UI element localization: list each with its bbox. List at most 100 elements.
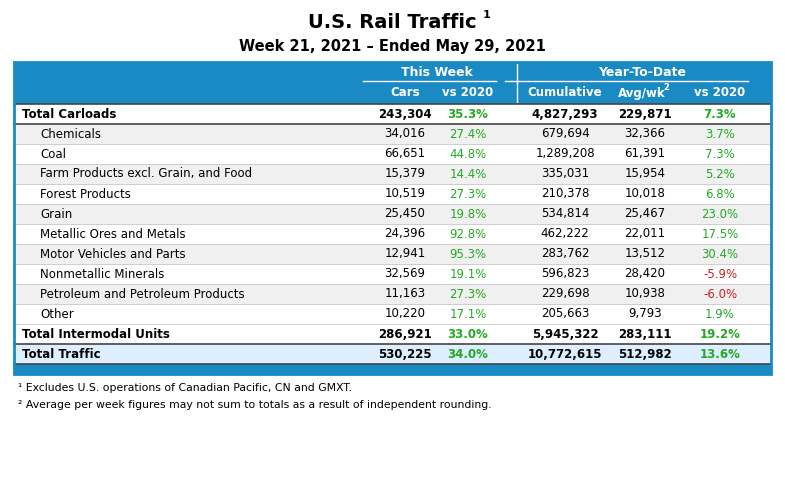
Text: 530,225: 530,225 [378,348,432,361]
Text: 679,694: 679,694 [541,127,590,140]
Text: 462,222: 462,222 [541,227,590,241]
Bar [14,304,771,324]
Bar [14,124,771,144]
Text: 27.3%: 27.3% [449,287,487,301]
Text: 22,011: 22,011 [624,227,666,241]
Bar [14,62,771,374]
Text: 66,651: 66,651 [385,148,425,161]
Text: 32,569: 32,569 [385,268,425,281]
Text: 27.3%: 27.3% [449,187,487,200]
Text: 34.0%: 34.0% [447,348,488,361]
Text: Nonmetallic Minerals: Nonmetallic Minerals [40,268,164,281]
Text: 14.4%: 14.4% [449,167,487,181]
Text: -6.0%: -6.0% [703,287,737,301]
Bar [14,364,771,374]
Text: 4,827,293: 4,827,293 [531,107,598,121]
Text: 229,871: 229,871 [619,107,672,121]
Text: 34,016: 34,016 [385,127,425,140]
Text: Farm Products excl. Grain, and Food: Farm Products excl. Grain, and Food [40,167,252,181]
Text: 210,378: 210,378 [541,187,590,200]
Text: This Week: This Week [400,65,473,78]
Bar [14,244,771,264]
Text: ¹ Excludes U.S. operations of Canadian Pacific, CN and GMXT.: ¹ Excludes U.S. operations of Canadian P… [18,383,352,393]
Text: 10,938: 10,938 [625,287,666,301]
Text: Avg/wk: Avg/wk [619,87,666,100]
Text: 19.8%: 19.8% [449,208,487,221]
Text: 335,031: 335,031 [541,167,589,181]
Text: 12,941: 12,941 [385,247,425,260]
Text: 25,450: 25,450 [385,208,425,221]
Text: Total Traffic: Total Traffic [22,348,100,361]
Text: 534,814: 534,814 [541,208,590,221]
Text: Year-To-Date: Year-To-Date [598,65,687,78]
Text: 596,823: 596,823 [541,268,590,281]
Bar [14,204,771,224]
Text: 13.6%: 13.6% [699,348,740,361]
Text: 28,420: 28,420 [625,268,666,281]
Text: Total Carloads: Total Carloads [22,107,116,121]
Text: 243,304: 243,304 [378,107,432,121]
Text: 10,018: 10,018 [625,187,666,200]
Bar [14,164,771,184]
Text: vs 2020: vs 2020 [443,87,494,100]
Text: 1: 1 [483,10,491,20]
Text: 10,519: 10,519 [385,187,425,200]
Text: ² Average per week figures may not sum to totals as a result of independent roun: ² Average per week figures may not sum t… [18,400,491,410]
Text: 512,982: 512,982 [618,348,672,361]
Bar [14,284,771,304]
Text: 7.3%: 7.3% [705,148,735,161]
Text: 30.4%: 30.4% [702,247,739,260]
Text: 11,163: 11,163 [385,287,425,301]
Text: Forest Products: Forest Products [40,187,131,200]
Text: 2: 2 [663,84,669,92]
Text: 6.8%: 6.8% [705,187,735,200]
Text: 24,396: 24,396 [385,227,425,241]
Text: Metallic Ores and Metals: Metallic Ores and Metals [40,227,185,241]
Text: 205,663: 205,663 [541,307,590,320]
Text: 27.4%: 27.4% [449,127,487,140]
Text: 61,391: 61,391 [624,148,666,161]
Bar [14,324,771,344]
Text: 17.1%: 17.1% [449,307,487,320]
Text: 5,945,322: 5,945,322 [531,328,598,341]
Bar [14,224,771,244]
Text: 5.2%: 5.2% [705,167,735,181]
Text: Cumulative: Cumulative [528,87,602,100]
Text: Week 21, 2021 – Ended May 29, 2021: Week 21, 2021 – Ended May 29, 2021 [239,39,546,54]
Bar [14,104,771,124]
Text: 229,698: 229,698 [541,287,590,301]
Text: Coal: Coal [40,148,66,161]
Text: -5.9%: -5.9% [703,268,737,281]
Bar [14,144,771,164]
Text: 13,512: 13,512 [625,247,666,260]
Text: 35.3%: 35.3% [447,107,488,121]
Text: 10,220: 10,220 [385,307,425,320]
Text: 283,762: 283,762 [541,247,590,260]
Bar [14,264,771,284]
Text: 44.8%: 44.8% [449,148,487,161]
Text: 33.0%: 33.0% [447,328,488,341]
Text: Petroleum and Petroleum Products: Petroleum and Petroleum Products [40,287,245,301]
Text: 19.1%: 19.1% [449,268,487,281]
Text: Grain: Grain [40,208,72,221]
Text: 1,289,208: 1,289,208 [535,148,595,161]
Text: Chemicals: Chemicals [40,127,101,140]
Text: 25,467: 25,467 [624,208,666,221]
Text: 7.3%: 7.3% [703,107,736,121]
Text: 95.3%: 95.3% [450,247,487,260]
Bar [14,62,771,104]
Bar [14,184,771,204]
Text: 23.0%: 23.0% [702,208,739,221]
Text: 15,379: 15,379 [385,167,425,181]
Text: 283,111: 283,111 [619,328,672,341]
Text: Total Intermodal Units: Total Intermodal Units [22,328,170,341]
Text: U.S. Rail Traffic: U.S. Rail Traffic [309,13,476,31]
Text: 3.7%: 3.7% [705,127,735,140]
Bar [14,344,771,364]
Text: 10,772,615: 10,772,615 [528,348,602,361]
Text: 9,793: 9,793 [628,307,662,320]
Text: 1.9%: 1.9% [705,307,735,320]
Text: 92.8%: 92.8% [449,227,487,241]
Text: vs 2020: vs 2020 [695,87,746,100]
Text: 286,921: 286,921 [378,328,432,341]
